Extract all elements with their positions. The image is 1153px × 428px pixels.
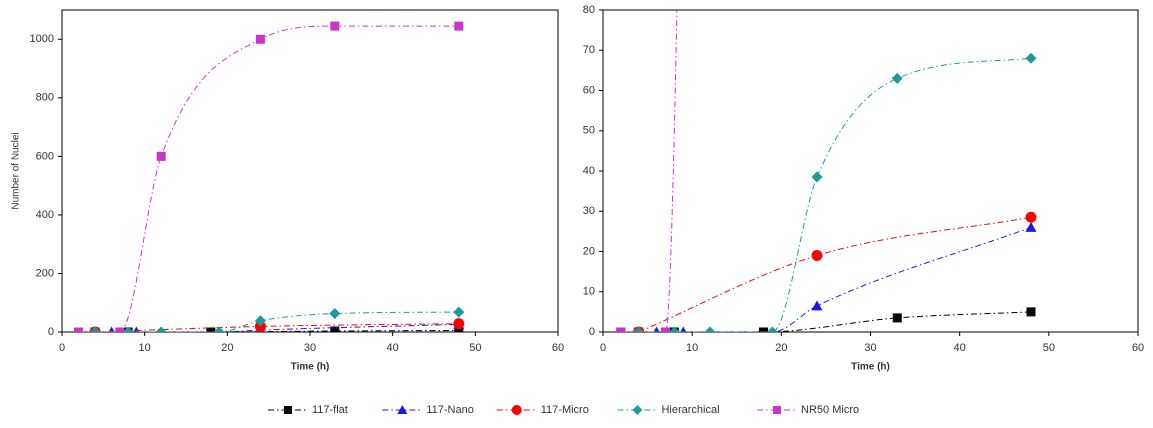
series-line xyxy=(111,323,459,332)
marker xyxy=(108,326,115,332)
plot-area xyxy=(616,10,1037,332)
x-axis-label: Time (h) xyxy=(851,362,890,373)
marker xyxy=(206,327,216,332)
y-tick-label: 800 xyxy=(36,92,54,104)
series-line xyxy=(638,216,1032,332)
marker xyxy=(891,72,903,84)
marker xyxy=(811,171,823,183)
legend-label: 117-Micro xyxy=(541,404,589,416)
x-tick-label: 30 xyxy=(304,342,316,354)
x-tick-label: 20 xyxy=(221,342,233,354)
series-line xyxy=(620,311,1032,332)
series-line xyxy=(78,330,459,332)
marker xyxy=(633,326,645,332)
marker xyxy=(773,406,782,414)
plot-area xyxy=(74,21,465,332)
y-tick-label: 40 xyxy=(583,165,595,177)
x-tick-label: 10 xyxy=(686,342,698,354)
marker xyxy=(704,326,716,332)
y-tick-label: 10 xyxy=(583,286,595,298)
marker xyxy=(254,320,266,332)
x-tick-label: 0 xyxy=(600,342,606,354)
marker xyxy=(454,21,464,31)
y-tick-label: 50 xyxy=(583,125,595,137)
marker xyxy=(397,405,408,414)
marker xyxy=(330,326,340,332)
marker xyxy=(255,34,265,44)
legend-label: 117-flat xyxy=(312,404,348,416)
x-tick-label: 10 xyxy=(139,342,151,354)
marker xyxy=(892,313,902,323)
y-tick-label: 0 xyxy=(589,326,595,338)
legend-label: Hierarchical xyxy=(661,404,719,416)
series-line xyxy=(656,226,1032,332)
marker xyxy=(1025,52,1037,64)
x-tick-label: 50 xyxy=(469,342,481,354)
x-tick-label: 30 xyxy=(864,342,876,354)
marker xyxy=(766,326,778,332)
y-tick-label: 30 xyxy=(583,205,595,217)
marker xyxy=(680,326,687,332)
x-tick-label: 50 xyxy=(1043,342,1055,354)
y-tick-label: 200 xyxy=(36,267,54,279)
x-tick-label: 0 xyxy=(59,342,65,354)
y-tick-label: 0 xyxy=(48,326,54,338)
y-tick-label: 60 xyxy=(583,84,595,96)
x-tick-label: 20 xyxy=(775,342,787,354)
marker xyxy=(453,306,465,318)
marker xyxy=(660,327,670,332)
plot-frame xyxy=(602,9,1139,333)
y-tick-label: 20 xyxy=(583,245,595,257)
marker xyxy=(453,318,465,330)
y-tick-label: 70 xyxy=(583,44,595,56)
marker xyxy=(155,326,167,332)
x-tick-label: 60 xyxy=(552,342,564,354)
marker xyxy=(330,21,340,31)
marker xyxy=(283,406,292,414)
legend-label: NR50 Micro xyxy=(801,404,859,416)
y-tick-label: 80 xyxy=(583,4,595,16)
marker xyxy=(811,300,823,311)
series-line xyxy=(95,311,459,332)
marker xyxy=(632,405,643,415)
series-line xyxy=(78,25,459,332)
marker xyxy=(115,327,125,332)
x-axis-label: Time (h) xyxy=(291,362,330,373)
marker xyxy=(1025,221,1037,232)
marker xyxy=(329,308,341,320)
marker xyxy=(213,326,225,332)
marker xyxy=(89,326,101,332)
series-line xyxy=(638,57,1032,332)
legend-label: 117-Nano xyxy=(426,404,474,416)
y-axis-label: Number of Nuclei xyxy=(11,132,22,209)
x-tick-label: 40 xyxy=(387,342,399,354)
marker xyxy=(511,405,522,415)
marker xyxy=(668,326,680,332)
marker xyxy=(1025,211,1037,223)
marker xyxy=(254,315,266,327)
marker xyxy=(811,250,823,262)
y-tick-label: 1000 xyxy=(30,33,54,45)
marker xyxy=(156,151,166,161)
marker xyxy=(759,327,768,332)
y-tick-label: 400 xyxy=(36,209,54,221)
marker xyxy=(1026,307,1036,317)
x-tick-label: 60 xyxy=(1132,342,1144,354)
marker xyxy=(653,326,660,332)
y-tick-label: 600 xyxy=(36,150,54,162)
marker xyxy=(74,327,84,332)
x-tick-label: 40 xyxy=(954,342,966,354)
marker xyxy=(616,327,626,332)
series-line xyxy=(620,10,678,332)
plot-frame xyxy=(61,9,559,333)
marker xyxy=(122,326,134,332)
